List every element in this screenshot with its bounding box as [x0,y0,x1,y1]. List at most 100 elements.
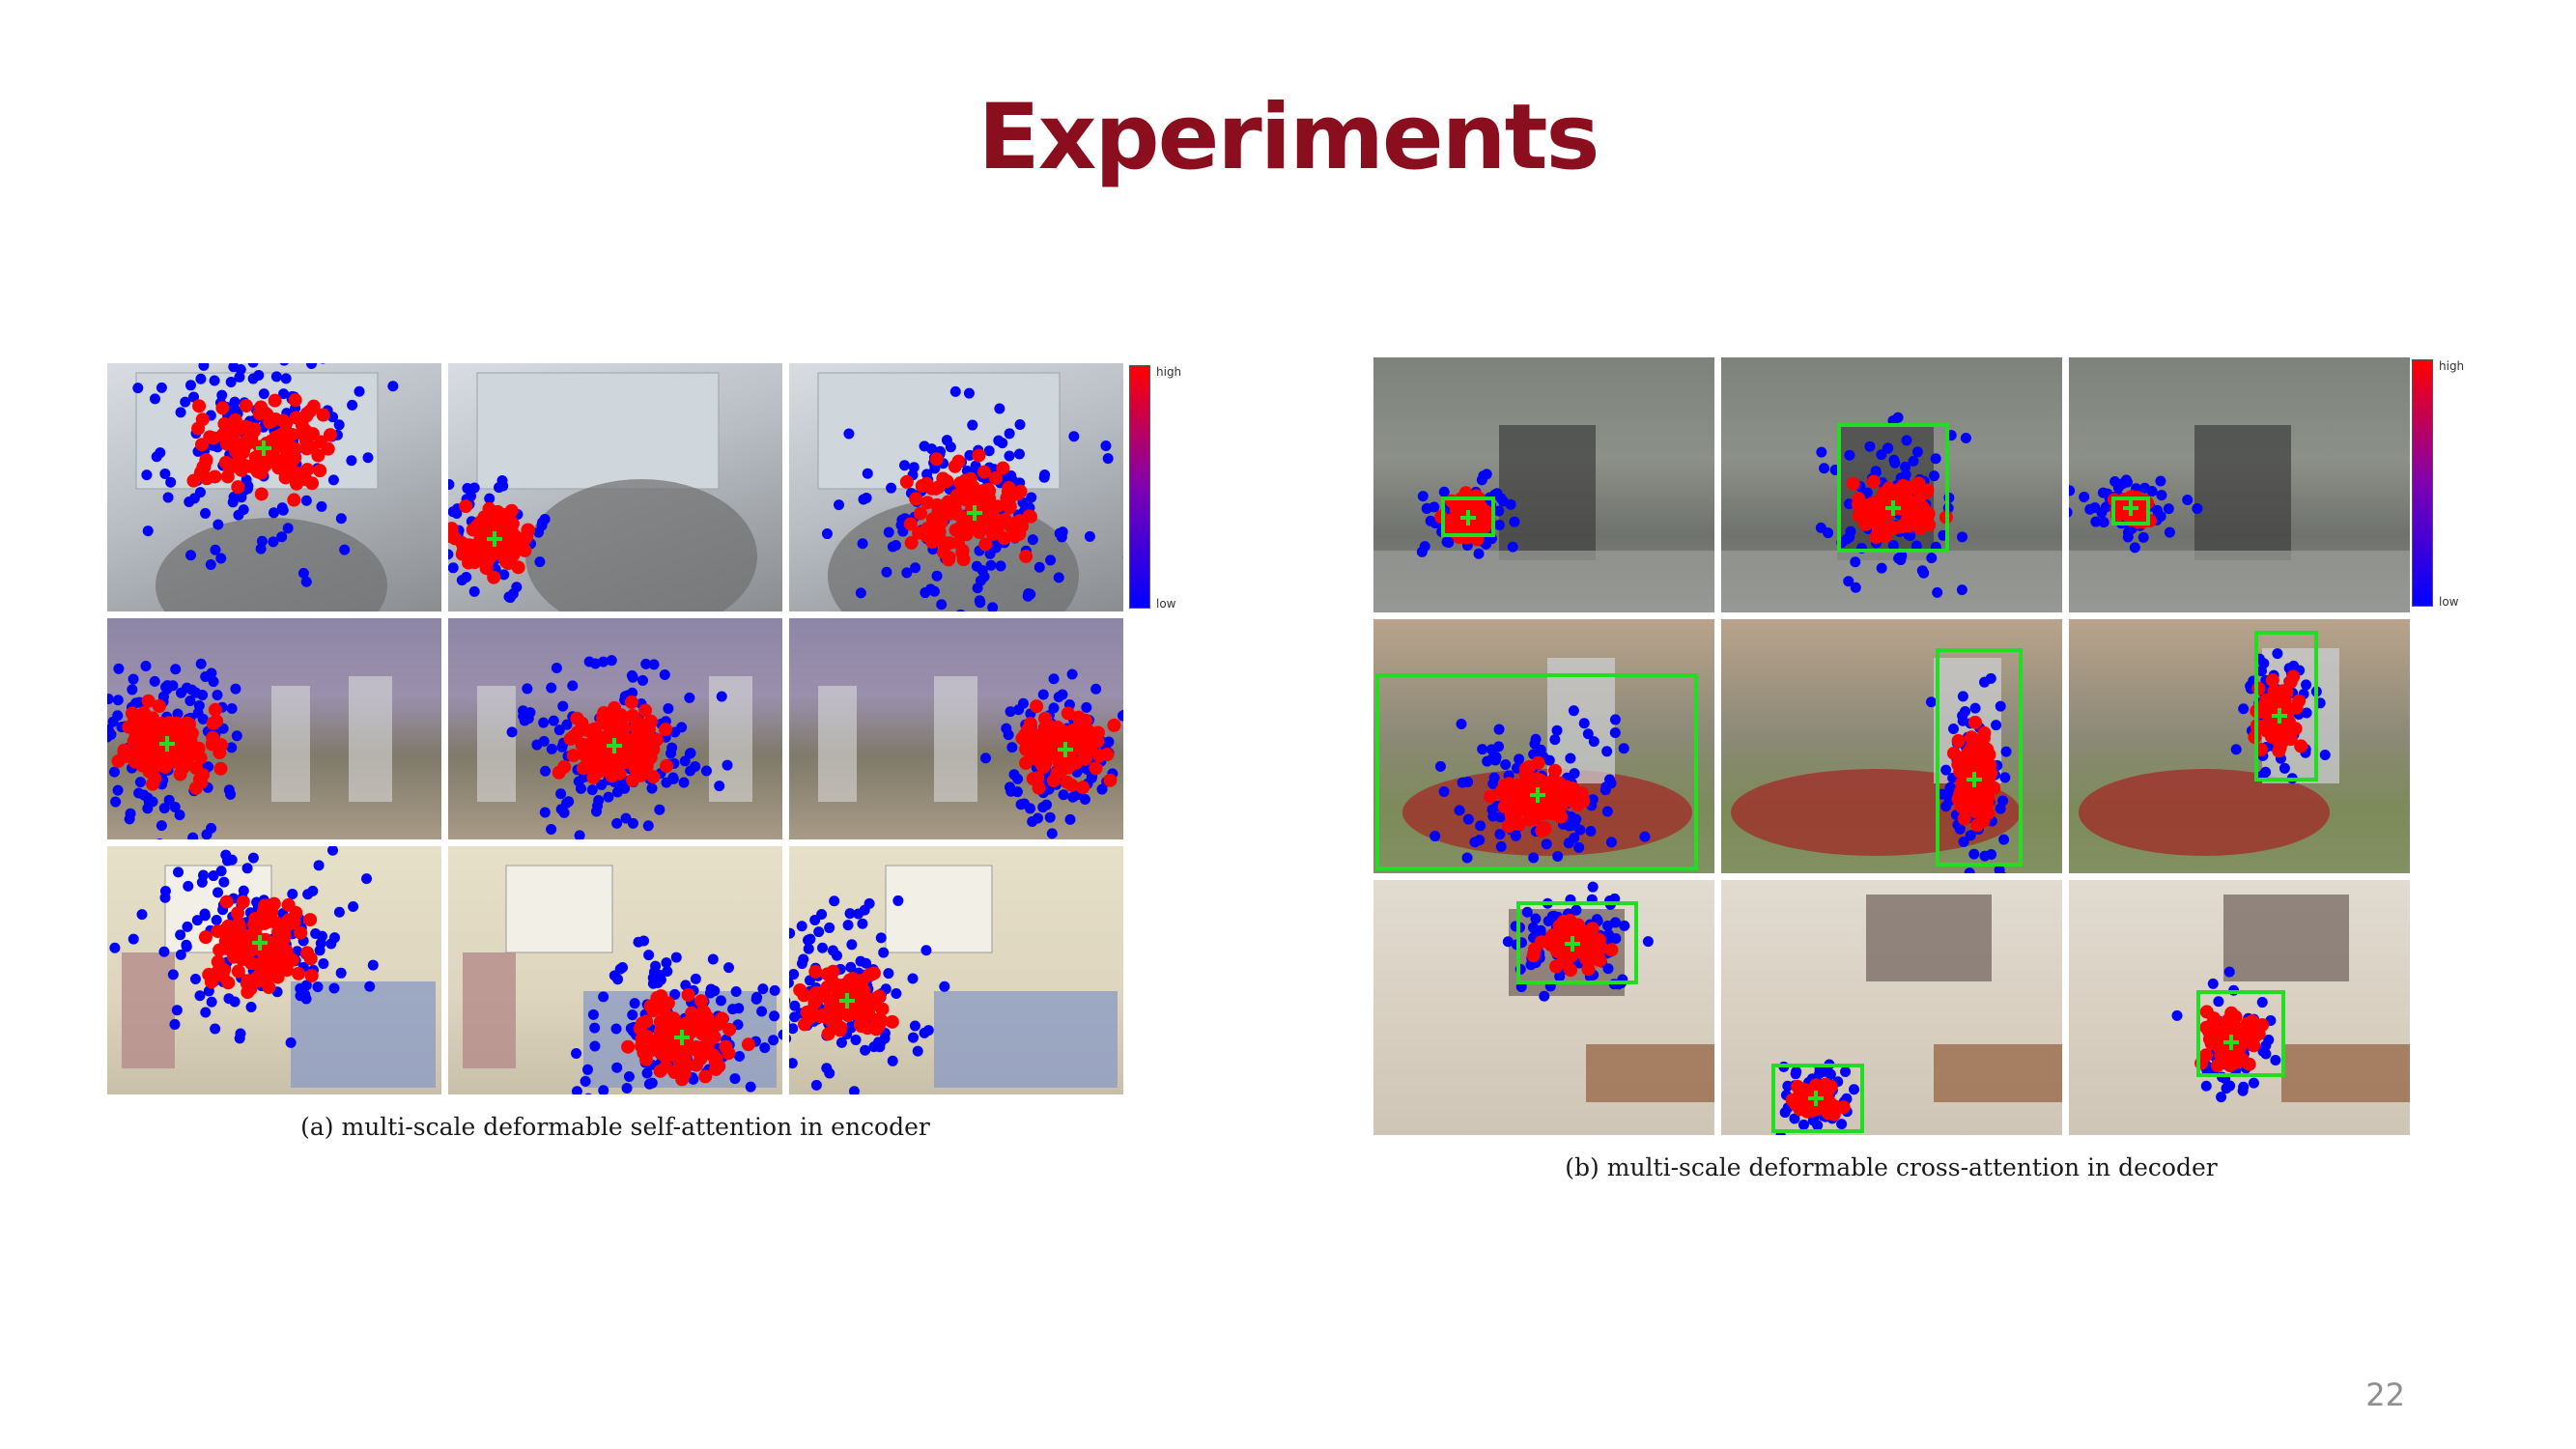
high-attention-point [588,734,603,749]
panel-b-r3-c2 [1721,880,2062,1135]
high-attention-point [977,465,992,479]
low-attention-point [586,784,598,796]
high-attention-point [808,964,823,979]
low-attention-point [1456,718,1467,729]
high-attention-point [1876,488,1890,502]
low-attention-point [211,915,222,926]
low-attention-point [971,560,982,572]
low-attention-point [2301,679,2312,691]
low-attention-point [226,702,238,714]
low-attention-point [1493,505,1505,517]
high-attention-point [282,465,297,479]
low-attention-point [1011,786,1023,798]
panel-b-r3-c3 [2069,880,2410,1135]
high-attention-point [217,416,232,431]
low-attention-point [987,602,999,611]
low-attention-point [536,520,548,531]
low-attention-point [990,542,1002,554]
high-attention-point [951,454,966,469]
low-attention-point [346,455,357,467]
reference-point-marker [2223,1035,2239,1050]
low-attention-point [612,974,624,985]
low-attention-point [891,987,902,999]
low-attention-point [789,977,794,988]
low-attention-point [1578,718,1590,729]
low-attention-point [1041,799,1053,810]
low-attention-point [833,499,844,511]
attention-map [1731,648,2023,873]
low-attention-point [456,575,467,586]
low-attention-point [230,405,241,416]
low-attention-point [112,695,124,706]
high-attention-point [1552,919,1567,933]
low-attention-point [1848,1084,1859,1095]
low-attention-point [538,717,550,728]
low-attention-point [258,388,269,400]
high-attention-point [462,538,476,553]
high-attention-point [266,950,280,964]
high-attention-point [1915,500,1930,515]
high-attention-point [639,725,654,740]
page-number: 22 [2365,1377,2405,1413]
low-attention-point [448,562,459,574]
high-attention-point [649,732,664,747]
high-attention-point [292,966,306,980]
high-attention-point [294,925,308,940]
low-attention-point [2155,475,2166,487]
high-attention-point [708,1054,722,1068]
high-attention-point [1515,801,1530,815]
low-attention-point [1502,936,1514,948]
colorbar [2412,359,2433,607]
low-attention-point [195,373,207,384]
high-attention-point [1555,787,1570,802]
high-attention-point [208,702,222,717]
high-attention-point [1968,805,1983,819]
low-attention-point [909,1020,920,1032]
low-attention-point [2079,491,2090,502]
reference-point-marker [2272,708,2287,724]
reference-point-marker [1808,1091,1824,1106]
high-attention-point [1000,491,1014,505]
low-attention-point [255,543,267,554]
low-attention-point [1019,798,1031,810]
low-attention-point [716,691,727,702]
high-attention-point [956,553,971,567]
high-attention-point [191,421,206,436]
low-attention-point [643,950,655,961]
low-attention-point [312,981,324,993]
low-attention-point [159,468,171,479]
high-attention-point [132,708,147,723]
low-attention-point [922,1025,934,1037]
low-attention-point [107,728,117,740]
attention-points [980,668,1123,839]
low-attention-point [994,403,1005,414]
high-attention-point [196,460,211,474]
low-attention-point [295,982,306,994]
low-attention-point [2090,516,2102,527]
high-attention-point [638,703,653,718]
low-attention-point [610,1023,622,1035]
low-attention-point [621,1083,633,1094]
high-attention-point [2286,669,2301,684]
high-attention-point [2206,1027,2221,1041]
high-attention-point [2292,694,2307,708]
low-attention-point [928,585,940,597]
high-attention-point [641,744,656,758]
high-attention-point [250,919,265,933]
low-attention-point [872,1037,884,1048]
low-attention-point [506,726,518,738]
low-attention-point [611,817,623,829]
high-attention-point [515,538,529,553]
low-attention-point [156,382,167,393]
low-attention-point [539,807,551,818]
low-attention-point [127,673,139,685]
low-attention-point [1956,584,1967,596]
high-attention-point [842,973,857,987]
low-attention-point [2216,1092,2227,1103]
low-attention-point [1079,793,1090,805]
panel-b-r1-c1 [1373,357,1714,612]
low-attention-point [821,528,833,540]
high-attention-point [624,695,638,709]
high-attention-point [1967,715,1982,729]
low-attention-point [734,1050,746,1062]
